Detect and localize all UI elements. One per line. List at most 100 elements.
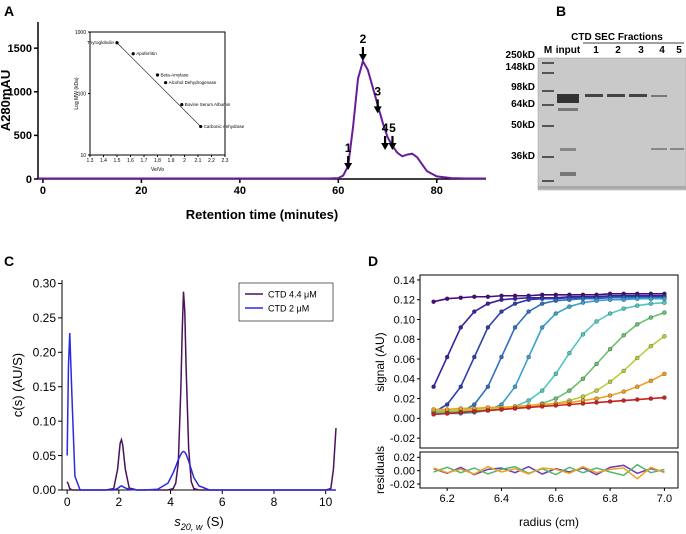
point-label: Bovine Serum Albumin [185,102,231,107]
point-label: Carbonic Anhydrase [204,124,245,129]
data-point [526,354,531,360]
y-tick-label: 0.14 [394,275,415,287]
lane-label: 4 [659,45,665,56]
x-tick-label: 6 [219,495,226,509]
x-tick-label: 10 [319,495,333,509]
data-point [485,294,491,299]
data-point [499,354,504,360]
x-tick-label: 1.6 [127,158,134,164]
data-point [580,401,586,406]
lane-label: input [556,45,581,56]
data-point [662,334,667,339]
data-point [662,300,667,305]
fit-line [432,294,665,388]
chart: 0 500 1000 1500 0 20 40 60 80 Retention time (min… [0,22,486,222]
annotation: 3 [374,84,381,98]
band [542,62,554,64]
gel: CTD SEC Fractions M input 1 2 3 4 5 250k… [506,32,686,191]
data-point [635,384,640,389]
data-point [635,322,640,327]
plot-frame [89,31,226,156]
x-tick-label: 6.6 [548,493,563,505]
y-tick-label: 500 [14,130,32,142]
data-point [567,388,572,393]
data-point [540,404,545,409]
data-point [662,296,667,301]
plot-frame [419,274,679,449]
band [542,72,554,74]
data-point [431,407,436,412]
data-point [540,388,545,393]
fit-line [433,296,665,415]
data-point [445,354,450,360]
data-point [526,297,531,302]
data-point [648,296,653,301]
marker-label: 250kD [506,50,535,61]
chart: 10 100 1000 1.3 1.4 1.5 1.6 1.7 1.8 1.9 2 2.1 2.2 2.3… [74,30,245,173]
x-tick-label: 6.4 [494,493,509,505]
data-point [540,296,545,301]
data-line [433,463,665,477]
x-tick-label: 80 [431,185,443,197]
x-label-subscript: 20, w [180,522,204,532]
data-line [433,465,665,480]
data-point [567,297,572,302]
data-point [635,355,640,361]
marker-label: 50kD [511,120,535,131]
y-tick-label: 10 [80,153,86,159]
data-point [472,354,477,360]
data-point [458,406,463,411]
fit-line [433,373,665,411]
y-tick-label: 0.00 [33,483,57,497]
data-point [540,325,545,330]
data-point [648,396,653,401]
y-tick-label: 1500 [8,43,32,55]
y-tick-label: -0.02 [390,479,415,491]
y-tick-label: 0.00 [394,413,415,425]
band [607,94,625,97]
y-tick-label: 1000 [75,30,86,36]
marker-label: 98kD [511,82,535,93]
y-tick-label: 100 [78,91,87,97]
y-axis-label: c(s) (AU/S) [10,353,25,417]
x-tick-label: 2.1 [195,158,202,164]
data-point [512,384,518,389]
data-point [526,309,531,314]
y-axis-label: residuals [373,446,387,494]
annotation: 2 [360,32,367,46]
marker-bands [542,62,554,182]
data-point [431,384,436,389]
x-tick-label: 4 [167,495,174,509]
data-point [594,396,599,401]
panel-label: B [556,3,566,19]
x-axis-label: s20, w (S) [174,514,224,532]
marker-label: 36kD [511,151,535,162]
data-line [66,332,336,491]
data-point [512,296,518,301]
x-tick-label: 8 [271,495,278,509]
x-tick-label: 1.4 [100,158,107,164]
x-tick-label: 60 [332,185,344,197]
data-point [131,52,135,56]
y-tick-label: 0.02 [394,452,415,464]
arrow-head [373,106,382,114]
data-point [445,411,450,416]
band [560,148,576,151]
data-point [445,407,450,412]
x-tick-label: 1.8 [154,158,161,164]
data-point [553,311,558,316]
data-point [567,350,572,356]
data-point [499,407,504,412]
data-point [485,325,491,330]
data-point [580,300,586,305]
y-axis-label: Log MW (kDa) [74,77,80,110]
y-tick-label: 0.02 [394,393,415,405]
data-point [472,294,477,299]
lane-label: 1 [593,45,599,56]
y-tick-label: 1000 [8,87,32,99]
x-tick-label: 2.2 [208,158,215,164]
data-point [607,346,613,352]
band [651,95,667,97]
lane-label: 3 [638,45,644,56]
